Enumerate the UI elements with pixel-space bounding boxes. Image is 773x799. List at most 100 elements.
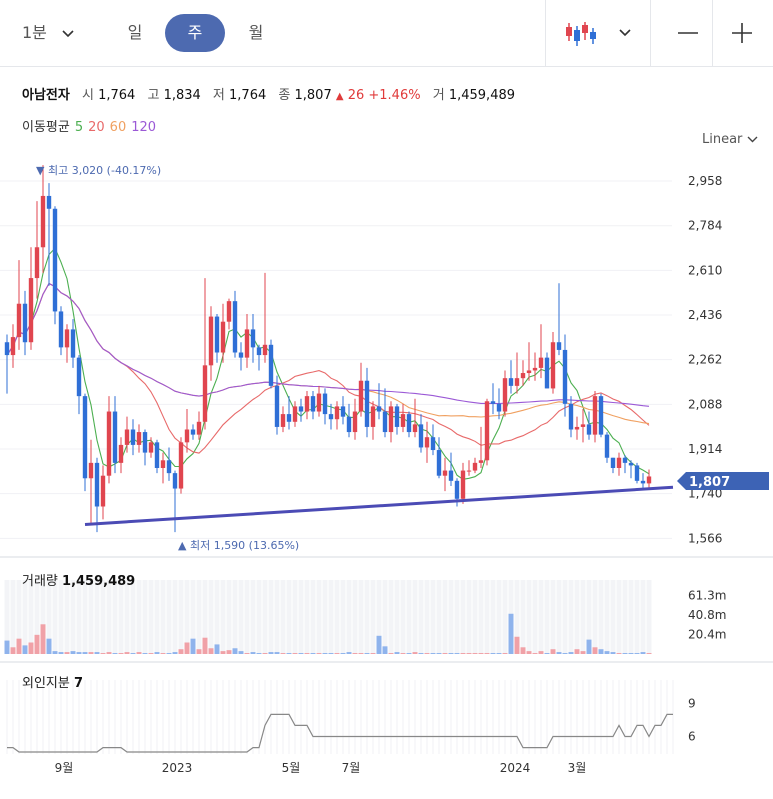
tab-week[interactable]: 주 <box>165 14 225 52</box>
volume-bar <box>40 624 46 654</box>
volume-bar-bg <box>490 580 496 654</box>
chart-type-dropdown-icon[interactable] <box>606 14 644 52</box>
volume-bar-bg <box>514 580 520 654</box>
volume-bar-bg <box>244 580 250 654</box>
candle <box>394 403 400 435</box>
volume-bar-bg <box>304 580 310 654</box>
volume-bar <box>238 651 244 654</box>
volume-tick-label: 61.3m <box>688 588 726 602</box>
up-arrow-icon: ▲ <box>335 91 344 102</box>
close-label: 종 <box>278 88 291 103</box>
volume-bar-bg <box>256 580 262 654</box>
candle <box>154 439 160 474</box>
candle <box>238 342 244 371</box>
candle <box>76 355 82 415</box>
volume-bar <box>454 653 460 654</box>
candle <box>46 183 52 286</box>
volume-bar-bg <box>466 580 472 654</box>
candle <box>58 306 64 356</box>
tab-day[interactable]: 일 <box>127 23 143 42</box>
volume-bar-bg <box>508 580 514 654</box>
volume-bar <box>46 638 52 654</box>
candle <box>358 362 364 417</box>
volume-pane-value: 1,459,489 <box>62 574 136 589</box>
volume-bar <box>28 642 34 654</box>
volume-bar <box>166 653 172 654</box>
candle <box>496 388 502 420</box>
volume-bar-bg <box>190 580 196 654</box>
volume-bar-bg <box>28 580 34 654</box>
volume-bar-bg <box>70 580 76 654</box>
volume-bar <box>64 652 70 654</box>
volume-bar-bg <box>298 580 304 654</box>
volume-bar-bg <box>616 580 622 654</box>
volume-bar-bg <box>622 580 628 654</box>
volume-bar-bg <box>310 580 316 654</box>
candle <box>232 290 238 358</box>
scale-select[interactable]: Linear <box>702 132 758 147</box>
volume-bar <box>568 652 574 654</box>
toolbar-divider <box>650 0 651 66</box>
volume-bar-bg <box>172 580 178 654</box>
chevron-down-icon <box>747 132 758 147</box>
period-select[interactable]: 1분 <box>22 14 102 52</box>
candle <box>490 383 496 415</box>
candle <box>160 452 166 484</box>
volume-bar-bg <box>346 580 352 654</box>
volume-bar <box>430 653 436 654</box>
volume-bar-bg <box>400 580 406 654</box>
volume-bar <box>532 653 538 654</box>
volume-bar-bg <box>124 580 130 654</box>
volume-bar <box>280 653 286 654</box>
volume-bar-bg <box>592 580 598 654</box>
candle <box>574 416 580 440</box>
moving-average-legend[interactable]: 이동평균 5 20 60 120 <box>22 116 161 135</box>
volume-bar <box>628 653 634 654</box>
candle <box>310 391 316 420</box>
volume-bar <box>472 653 478 654</box>
plus-icon[interactable] <box>723 14 761 52</box>
candle <box>640 473 646 489</box>
candles <box>4 165 652 533</box>
tab-month[interactable]: 월 <box>248 23 264 42</box>
volume-bar-bg <box>604 580 610 654</box>
volume-bar-bg <box>418 580 424 654</box>
volume-bar <box>316 653 322 654</box>
candle <box>460 462 466 504</box>
volume-bar-bg <box>568 580 574 654</box>
candle <box>436 437 442 479</box>
candle <box>562 334 568 417</box>
candle <box>550 331 556 394</box>
volume-bar <box>622 653 628 654</box>
volume-bar <box>340 653 346 654</box>
volume-bar <box>232 648 238 654</box>
candle <box>268 339 274 389</box>
minus-icon[interactable] <box>668 14 706 52</box>
volume-bar <box>508 613 514 654</box>
candle <box>430 424 436 456</box>
volume-bar-bg <box>82 580 88 654</box>
volume-bar <box>94 652 100 654</box>
volume-bar <box>400 653 406 654</box>
candlestick-icon[interactable] <box>560 14 598 52</box>
volume-bar-bg <box>16 580 22 654</box>
volume-bar <box>406 653 412 654</box>
volume-bar <box>352 653 358 654</box>
volume-bar <box>190 638 196 654</box>
volume-bar <box>496 653 502 654</box>
volume-bar <box>172 652 178 654</box>
volume-grid: 61.3m 40.8m 20.4m <box>688 588 726 641</box>
high-label: 고 <box>147 88 160 103</box>
volume-bar <box>592 647 598 654</box>
volume-bar-bg <box>538 580 544 654</box>
volume-bar-bg <box>106 580 112 654</box>
candle <box>64 324 70 363</box>
volume-bar-bg <box>40 580 46 654</box>
volume-bar <box>118 653 124 654</box>
volume-bar <box>394 652 400 654</box>
volume-bar-bg <box>232 580 238 654</box>
volume-bar <box>220 651 226 654</box>
volume-bar-bg <box>112 580 118 654</box>
volume-bar <box>88 652 94 654</box>
volume-bar-bg <box>484 580 490 654</box>
